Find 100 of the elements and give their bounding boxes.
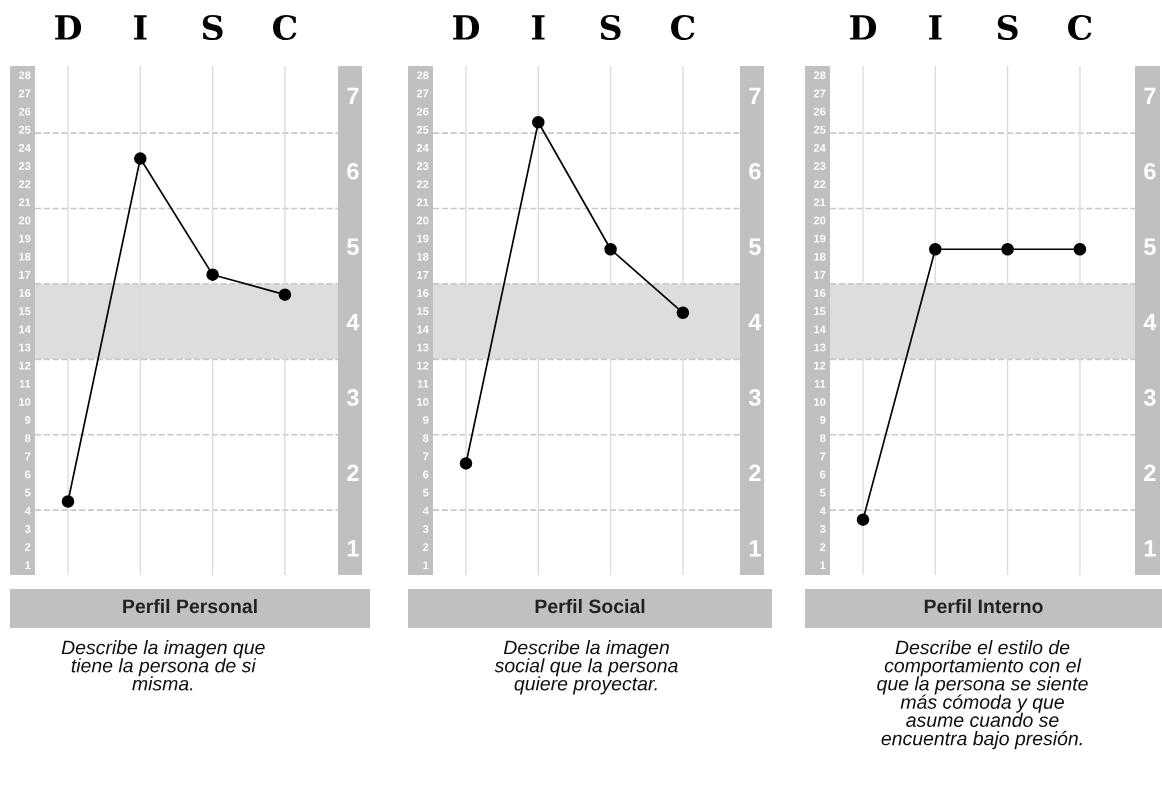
y-tick-label: 11 <box>814 379 826 388</box>
y-tick-label: 3 <box>422 524 429 533</box>
x-axis-title: Perfil Interno <box>924 598 1043 614</box>
y2-tick-label: 2 <box>1144 464 1156 481</box>
y2-tick-label: 4 <box>1143 313 1157 331</box>
y-tick-label: 28 <box>416 71 429 80</box>
y2-tick-label: 3 <box>748 389 761 406</box>
x-tick-label: D <box>850 15 877 40</box>
y2-tick-label: 7 <box>749 87 761 104</box>
y-tick-label: 21 <box>416 198 429 207</box>
point <box>206 268 219 281</box>
y-tick-label: 15 <box>19 307 31 316</box>
y-tick-label: 1 <box>423 561 429 570</box>
y2-tick-label: 5 <box>1144 238 1156 256</box>
y2-tick-label: 4 <box>748 313 762 331</box>
y2-tick-label: 2 <box>347 464 359 481</box>
point <box>676 306 690 320</box>
point <box>604 243 617 256</box>
y-tick-label: 26 <box>813 107 826 116</box>
y-tick-label: 20 <box>813 216 826 225</box>
x-tick-label: D <box>55 15 82 40</box>
y-tick-label: 23 <box>416 162 429 170</box>
y-tick-label: 1 <box>820 561 826 570</box>
y-tick-label: 16 <box>814 289 826 297</box>
point <box>459 457 473 470</box>
y-tick-label: 25 <box>813 125 826 134</box>
y-tick-label: 5 <box>25 488 31 497</box>
y-tick-label: 5 <box>423 488 429 497</box>
y-tick-label: 8 <box>820 434 826 443</box>
point <box>134 152 147 165</box>
y-tick-label: 2 <box>25 543 31 551</box>
y-tick-label: 7 <box>423 452 429 461</box>
y2-tick-label: 6 <box>749 162 761 180</box>
y-tick-label: 8 <box>423 434 429 443</box>
y-tick-label: 6 <box>25 470 31 479</box>
y-tick-label: 22 <box>813 180 826 188</box>
y-tick-label: 13 <box>417 343 429 352</box>
y-tick-label: 13 <box>814 343 826 352</box>
x-tick-label: C <box>1068 14 1092 41</box>
y2-tick-label: 7 <box>1144 87 1156 104</box>
y2-tick-label: 3 <box>346 389 359 406</box>
y-tick-label: 14 <box>19 325 31 334</box>
y-tick-label: 22 <box>416 180 429 188</box>
y-tick-label: 18 <box>19 252 31 261</box>
y-tick-label: 15 <box>417 307 429 316</box>
y-tick-label: 16 <box>19 289 31 297</box>
y-tick-label: 9 <box>25 416 31 424</box>
y-tick-label: 10 <box>814 397 826 406</box>
y2-tick-label: 5 <box>347 238 359 256</box>
x-tick-label: I <box>134 15 147 40</box>
y2-tick-label: 6 <box>347 162 359 180</box>
y-tick-label: 25 <box>416 125 429 134</box>
y2-tick-label: 4 <box>346 313 360 331</box>
y-tick-label: 26 <box>18 107 31 116</box>
y-tick-label: 27 <box>18 89 31 98</box>
y-tick-label: 4 <box>422 506 429 515</box>
point <box>61 495 75 508</box>
y-tick-label: 10 <box>417 397 429 406</box>
y-tick-label: 9 <box>423 416 429 424</box>
y-tick-label: 13 <box>19 343 31 352</box>
y-tick-label: 11 <box>19 379 31 388</box>
point <box>532 116 545 129</box>
y-tick-label: 7 <box>25 452 31 461</box>
y-tick-label: 21 <box>813 198 826 207</box>
y-tick-label: 15 <box>814 307 826 316</box>
x-tick-label: S <box>202 14 223 41</box>
y-tick-label: 12 <box>417 361 429 370</box>
y-tick-label: 5 <box>820 488 826 497</box>
y-tick-label: 14 <box>417 325 429 334</box>
y-tick-label: 24 <box>416 143 429 152</box>
y-tick-label: 18 <box>814 252 826 261</box>
y-tick-label: 17 <box>417 271 429 279</box>
x-tick-label: C <box>671 14 695 41</box>
y2-tick-label: 1 <box>749 540 761 557</box>
y-tick-label: 21 <box>18 198 31 207</box>
y-tick-label: 19 <box>814 234 826 243</box>
y-tick-label: 4 <box>819 506 826 515</box>
x-tick-label: S <box>600 14 621 41</box>
y-tick-label: 4 <box>24 506 31 515</box>
y-tick-label: 28 <box>813 71 826 80</box>
y2-tick-label: 3 <box>1143 389 1156 406</box>
y2-tick-label: 2 <box>749 464 761 481</box>
text: Describe el estilo de comportamiento con el que la persona se siente más cómoda y que asume cuando se encuentra bajo presión. <box>877 640 1088 750</box>
y-tick-label: 16 <box>417 289 429 297</box>
y-tick-label: 11 <box>417 379 429 388</box>
y-tick-label: 23 <box>18 162 31 170</box>
x-tick-label: D <box>453 15 480 40</box>
y-tick-label: 9 <box>820 416 826 424</box>
y-tick-label: 6 <box>820 470 826 479</box>
y-tick-label: 20 <box>18 216 31 225</box>
x-axis-title: Perfil Personal <box>123 598 257 614</box>
y-tick-label: 14 <box>814 325 826 334</box>
y-tick-label: 27 <box>416 89 429 98</box>
y-tick-label: 6 <box>423 470 429 479</box>
y-tick-label: 28 <box>18 71 31 80</box>
text: Describe la imagen que tiene la persona de si misma. <box>61 640 265 691</box>
y2-tick-label: 1 <box>1144 540 1156 557</box>
y-tick-label: 12 <box>814 361 826 370</box>
y-tick-label: 19 <box>19 234 31 243</box>
y-tick-label: 24 <box>18 143 31 152</box>
